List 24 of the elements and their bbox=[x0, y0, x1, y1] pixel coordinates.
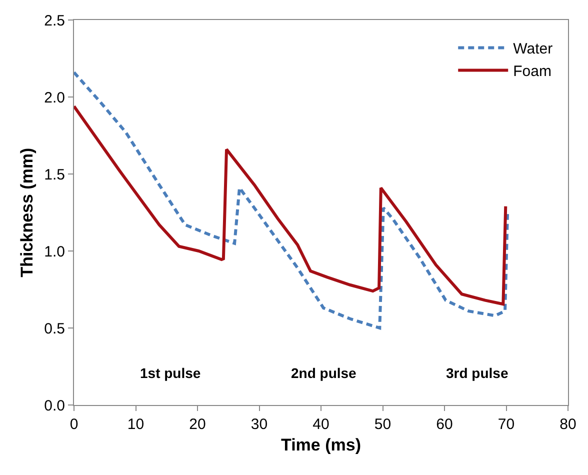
annotation: 2nd pulse bbox=[291, 365, 357, 381]
x-tick-label: 50 bbox=[374, 416, 392, 433]
y-tick-label: 1.0 bbox=[44, 243, 65, 260]
x-tick-label: 70 bbox=[498, 416, 515, 433]
legend-label: Foam bbox=[513, 63, 552, 80]
legend-label: Water bbox=[513, 40, 553, 58]
x-axis-title: Time (ms) bbox=[281, 435, 361, 454]
line-series bbox=[74, 104, 508, 306]
x-tick-label: 0 bbox=[70, 416, 78, 433]
line-series bbox=[74, 70, 509, 330]
x-tick-label: 60 bbox=[436, 416, 453, 433]
x-tick-label: 80 bbox=[560, 416, 576, 433]
x-tick-label: 30 bbox=[250, 416, 268, 433]
y-tick-label: 2.0 bbox=[44, 89, 65, 106]
x-tick-label: 10 bbox=[127, 416, 144, 433]
y-axis-title: Thickness (mm) bbox=[18, 148, 37, 278]
y-tick-label: 1.5 bbox=[44, 166, 65, 184]
x-tick-label: 40 bbox=[312, 416, 330, 433]
y-tick-label: 0.0 bbox=[44, 397, 65, 414]
y-tick-label: 2.5 bbox=[44, 12, 65, 30]
x-tick-label: 20 bbox=[189, 416, 206, 433]
y-tick-label: 0.5 bbox=[44, 320, 65, 338]
annotation: 1st pulse bbox=[140, 365, 201, 381]
annotation: 3rd pulse bbox=[446, 365, 508, 381]
